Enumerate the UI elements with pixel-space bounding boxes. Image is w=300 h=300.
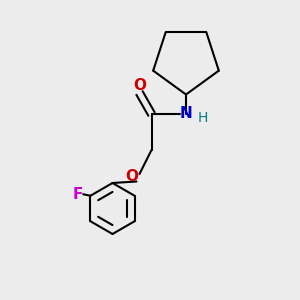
Text: O: O bbox=[133, 78, 146, 93]
Text: N: N bbox=[180, 106, 192, 122]
Text: H: H bbox=[197, 111, 208, 124]
Text: F: F bbox=[73, 187, 83, 202]
Text: O: O bbox=[125, 169, 139, 184]
